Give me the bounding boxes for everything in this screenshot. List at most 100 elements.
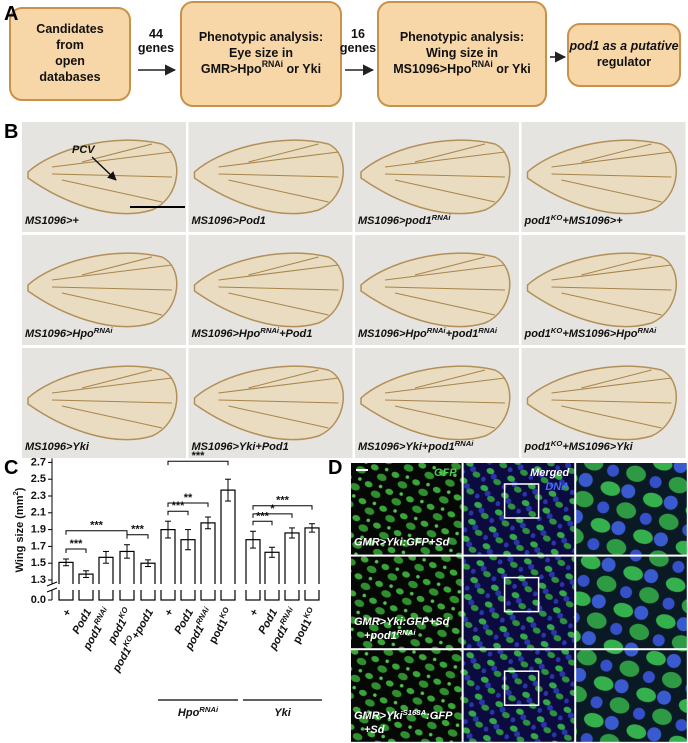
y-tick-label: 0.0 <box>31 594 46 606</box>
vein <box>384 151 506 168</box>
label: Wing size in <box>426 46 498 60</box>
label: MS1096>HpoRNAi+Pod1 <box>192 326 313 341</box>
micrograph <box>575 649 688 743</box>
wing <box>193 365 344 441</box>
superscript: RNAi <box>91 605 109 627</box>
label: HpoRNAi <box>178 705 219 720</box>
y-tick-label: 2.5 <box>31 473 46 485</box>
vein <box>414 369 486 389</box>
arrow-label: genes <box>340 41 376 55</box>
y-tick-label: 1.3 <box>31 574 46 586</box>
wing-grid: MS1096>+ MS1096>Pod1 MS1096>pod1RNAi pod1KO… <box>22 122 686 458</box>
text-segment: +Pod1 <box>279 328 312 340</box>
vein <box>228 292 329 316</box>
label: MS1096>Yki <box>25 441 90 453</box>
superscript: RNAi <box>199 705 219 714</box>
label: MS1096>HpoRNAi or Yki <box>393 59 531 76</box>
vein <box>218 151 339 168</box>
vein <box>414 256 486 276</box>
significance-bracket <box>167 460 229 466</box>
vein <box>581 143 652 163</box>
significance-label: *** <box>131 524 145 536</box>
significance-bracket <box>252 505 313 510</box>
superscript: RNAi <box>262 59 283 69</box>
vein <box>218 377 339 394</box>
superscript: RNAi <box>471 59 492 69</box>
superscript: RNAi <box>455 439 475 448</box>
vein <box>61 179 163 203</box>
micrograph <box>462 555 576 650</box>
micrograph <box>462 649 576 743</box>
y-tick-label: 2.7 <box>31 456 46 468</box>
panel-label: D <box>328 457 342 479</box>
text-segment: MS1096>Yki <box>25 441 90 453</box>
bar <box>98 556 114 601</box>
label: pod1 as a putative <box>568 39 678 53</box>
flow-box <box>9 7 131 101</box>
significance-bracket <box>65 548 87 553</box>
text-segment: +MS1096>Yki <box>562 441 633 453</box>
text-segment: from <box>56 38 84 52</box>
text-segment: pod1 as a putative <box>568 39 678 53</box>
label: open <box>55 54 85 68</box>
label: pod1KO+MS1096>HpoRNAi <box>524 326 658 341</box>
y-tick-label: 2.1 <box>31 507 46 519</box>
text-segment: GMR>Yki:GFP+Sd <box>354 537 450 549</box>
vein <box>61 292 163 316</box>
vein <box>561 405 662 429</box>
axis-break <box>46 584 326 590</box>
text-segment: pod1 <box>291 617 315 646</box>
vein <box>394 292 496 316</box>
label: MS1096>Pod1 <box>192 215 266 227</box>
panel-label: A <box>4 3 18 25</box>
text-segment: Phenotypic analysis: <box>199 30 323 44</box>
label: GMR>Yki:GFP+Sd <box>354 616 450 628</box>
significance-label: *** <box>276 495 290 507</box>
superscript: RNAi <box>260 326 280 335</box>
channel-label: DNA <box>545 481 569 493</box>
label: MS1096>HpoRNAi+pod1RNAi <box>358 326 498 341</box>
vein <box>384 399 506 404</box>
label: GMR>HpoRNAi or Yki <box>201 59 321 76</box>
superscript: RNAi <box>638 326 658 335</box>
wing <box>27 365 178 441</box>
text-segment: +pod1 <box>446 328 479 340</box>
label: +Sd <box>364 724 385 736</box>
flow-box <box>180 1 342 107</box>
label: Candidates <box>36 22 103 36</box>
vein <box>228 179 329 203</box>
superscript: RNAi <box>397 628 417 637</box>
text-segment: pod1 <box>524 215 551 227</box>
wing <box>360 252 511 328</box>
significance-label: *** <box>70 538 84 550</box>
label: MS1096>+ <box>25 215 79 227</box>
vein <box>218 399 339 404</box>
vein <box>561 292 662 316</box>
text-segment: MS1096>Pod1 <box>192 215 266 227</box>
micrograph <box>462 462 576 556</box>
text-segment: MS1096>pod1 <box>358 215 432 227</box>
significance-bracket <box>65 530 128 535</box>
text-segment: +pod1 <box>129 607 156 641</box>
y-tick-label: 1.9 <box>31 524 46 536</box>
vein <box>561 179 662 203</box>
vein <box>551 264 672 281</box>
vein <box>384 286 506 291</box>
text-segment: Wing size in <box>426 46 498 60</box>
text-segment: MS1096>Hpo <box>25 328 94 340</box>
micrograph <box>575 462 688 556</box>
text-segment: GMR>Hpo <box>201 62 262 76</box>
break-mark <box>46 587 58 593</box>
vein <box>551 377 672 394</box>
wing <box>193 252 344 328</box>
label: MS1096>pod1RNAi <box>358 213 451 228</box>
text-segment: MS1096>Yki+pod1 <box>358 441 455 453</box>
text-segment: MS1096>+ <box>25 215 79 227</box>
label: databases <box>39 70 100 84</box>
vein <box>81 369 153 389</box>
vein <box>414 143 486 163</box>
label: MS1096>Yki+Pod1 <box>192 441 289 453</box>
vein <box>581 369 652 389</box>
significance-label: *** <box>192 450 206 462</box>
bar <box>140 562 156 601</box>
